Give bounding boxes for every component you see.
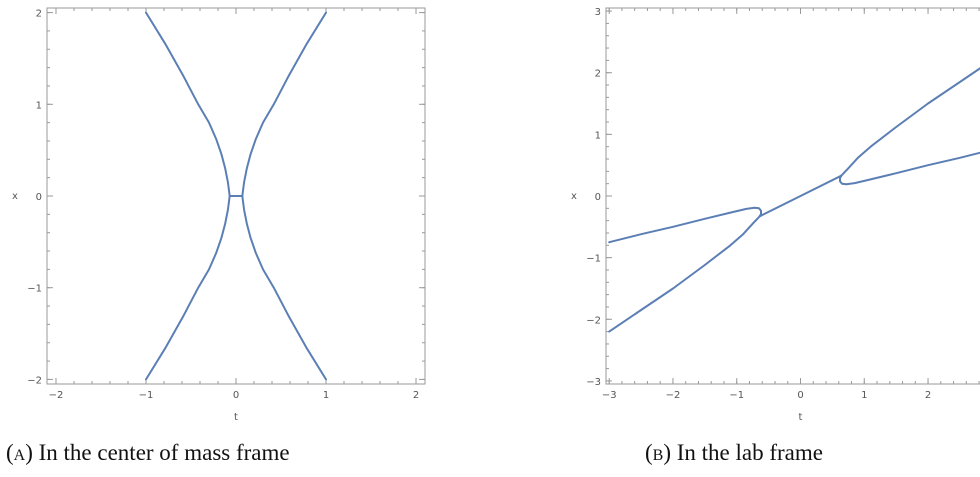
caption-a-label: (a)	[6, 440, 33, 465]
caption-b-label: (b)	[645, 440, 671, 465]
series-line-a-1	[145, 11, 231, 197]
series-group-b	[608, 67, 980, 333]
series-line-a-4	[241, 195, 327, 381]
y-tick-label: 2	[36, 9, 42, 20]
caption-b: (b) In the lab frame	[645, 440, 823, 466]
x-tick-label: 1	[323, 390, 329, 401]
x-tick-label: −2	[666, 390, 681, 401]
x-tick-label: −1	[729, 390, 744, 401]
y-tick-label: 0	[36, 192, 42, 203]
y-tick-label: 1	[36, 100, 42, 111]
x-tick-label: −3	[602, 390, 617, 401]
x-axis-label: t	[799, 412, 803, 423]
y-axis-label: x	[571, 191, 577, 202]
y-tick-label: −1	[586, 254, 601, 265]
series-line-a-2	[145, 195, 231, 381]
x-tick-label: 2	[413, 390, 419, 401]
y-axis-label: x	[12, 191, 18, 202]
y-tick-label: 0	[595, 192, 601, 203]
caption-a-text: In the center of mass frame	[38, 440, 290, 465]
x-tick-label: 2	[925, 390, 931, 401]
y-tick-label: 1	[595, 130, 601, 141]
caption-a: (a) In the center of mass frame	[6, 440, 290, 466]
caption-b-text: In the lab frame	[676, 440, 823, 465]
y-tick-label: −1	[27, 284, 42, 295]
x-axis-label: t	[234, 412, 238, 423]
series-line-b-5	[839, 151, 980, 186]
y-tick-label: 2	[595, 69, 601, 80]
y-tick-label: −3	[586, 377, 601, 388]
series-line-b-2	[608, 215, 761, 333]
x-tick-label: 0	[233, 390, 239, 401]
series-line-b-1	[608, 206, 762, 244]
series-line-a-3	[241, 11, 327, 197]
x-tick-label: −2	[49, 390, 64, 401]
y-tick-label: 3	[595, 7, 601, 18]
series-group-a	[145, 11, 327, 381]
chart-a: −2 −1 0 1 2 −2 −1 0 1 2 t x	[12, 7, 426, 423]
plot-frame-b	[605, 7, 980, 385]
x-tick-label: 1	[861, 390, 867, 401]
y-tick-label: −2	[586, 315, 601, 326]
series-line-b-4	[840, 67, 980, 177]
series-line-b-3	[758, 174, 843, 218]
y-tick-label: −2	[27, 375, 42, 386]
x-tick-label: −1	[139, 390, 154, 401]
x-tick-label: 0	[797, 390, 803, 401]
